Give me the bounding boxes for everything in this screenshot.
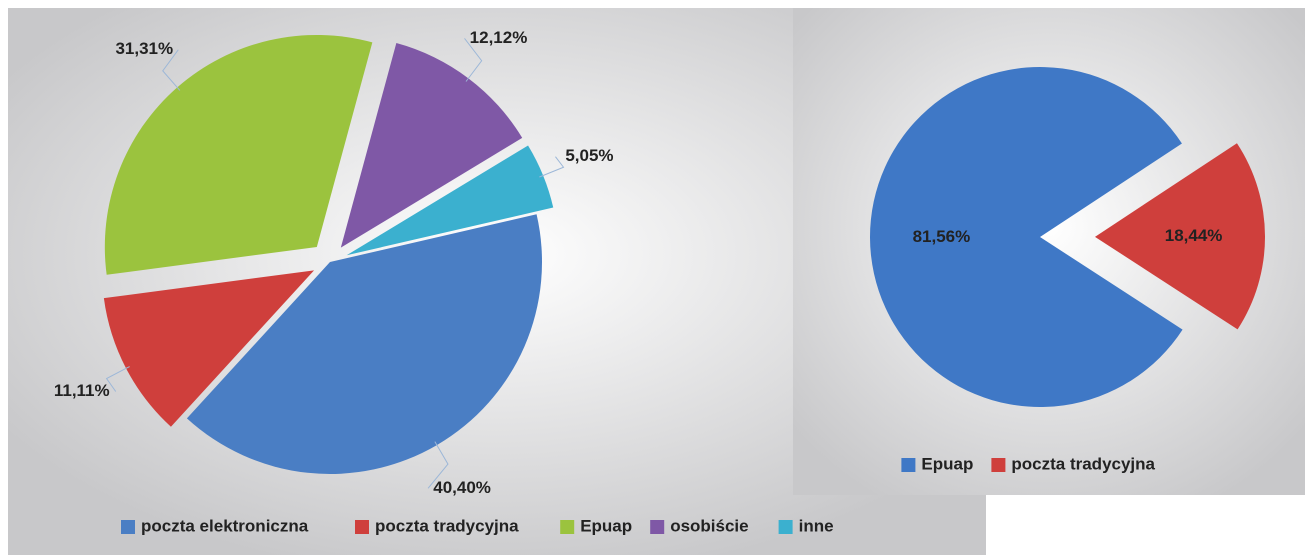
leader-line	[105, 366, 130, 392]
legend-label: osobiście	[670, 516, 748, 535]
leader-line	[162, 49, 181, 91]
legend-swatch	[560, 520, 575, 534]
legend-label: poczta tradycyjna	[1011, 454, 1155, 473]
legend-swatch	[901, 458, 916, 472]
pie-slice	[186, 214, 543, 475]
data-label: 11,11%	[54, 381, 110, 400]
legend-label: inne	[799, 516, 834, 535]
leader-line	[427, 441, 449, 489]
legend-label: poczta tradycyjna	[375, 516, 519, 535]
leader-line	[464, 38, 483, 82]
pie-slice	[870, 66, 1183, 407]
legend-swatch	[650, 520, 665, 534]
pie-slice	[1094, 143, 1265, 330]
data-label: 12,12%	[470, 28, 528, 47]
leader-line	[539, 156, 565, 178]
legend-swatch	[778, 520, 793, 534]
pie-slice	[346, 145, 554, 256]
legend-label: Epuap	[921, 454, 973, 473]
legend-label: poczta elektroniczna	[141, 516, 309, 535]
legend-swatch	[991, 458, 1006, 472]
data-label: 18,44%	[1165, 226, 1223, 245]
pie-slice	[103, 270, 315, 427]
pie-slice	[340, 43, 523, 248]
data-label: 5,05%	[565, 146, 613, 165]
legend-swatch	[121, 520, 135, 534]
legend-label: Epuap	[580, 516, 632, 535]
data-label: 40,40%	[433, 478, 491, 497]
data-label: 81,56%	[913, 227, 971, 246]
legend-swatch	[355, 520, 369, 534]
data-label: 31,31%	[115, 39, 173, 58]
pie-slice	[104, 34, 373, 275]
